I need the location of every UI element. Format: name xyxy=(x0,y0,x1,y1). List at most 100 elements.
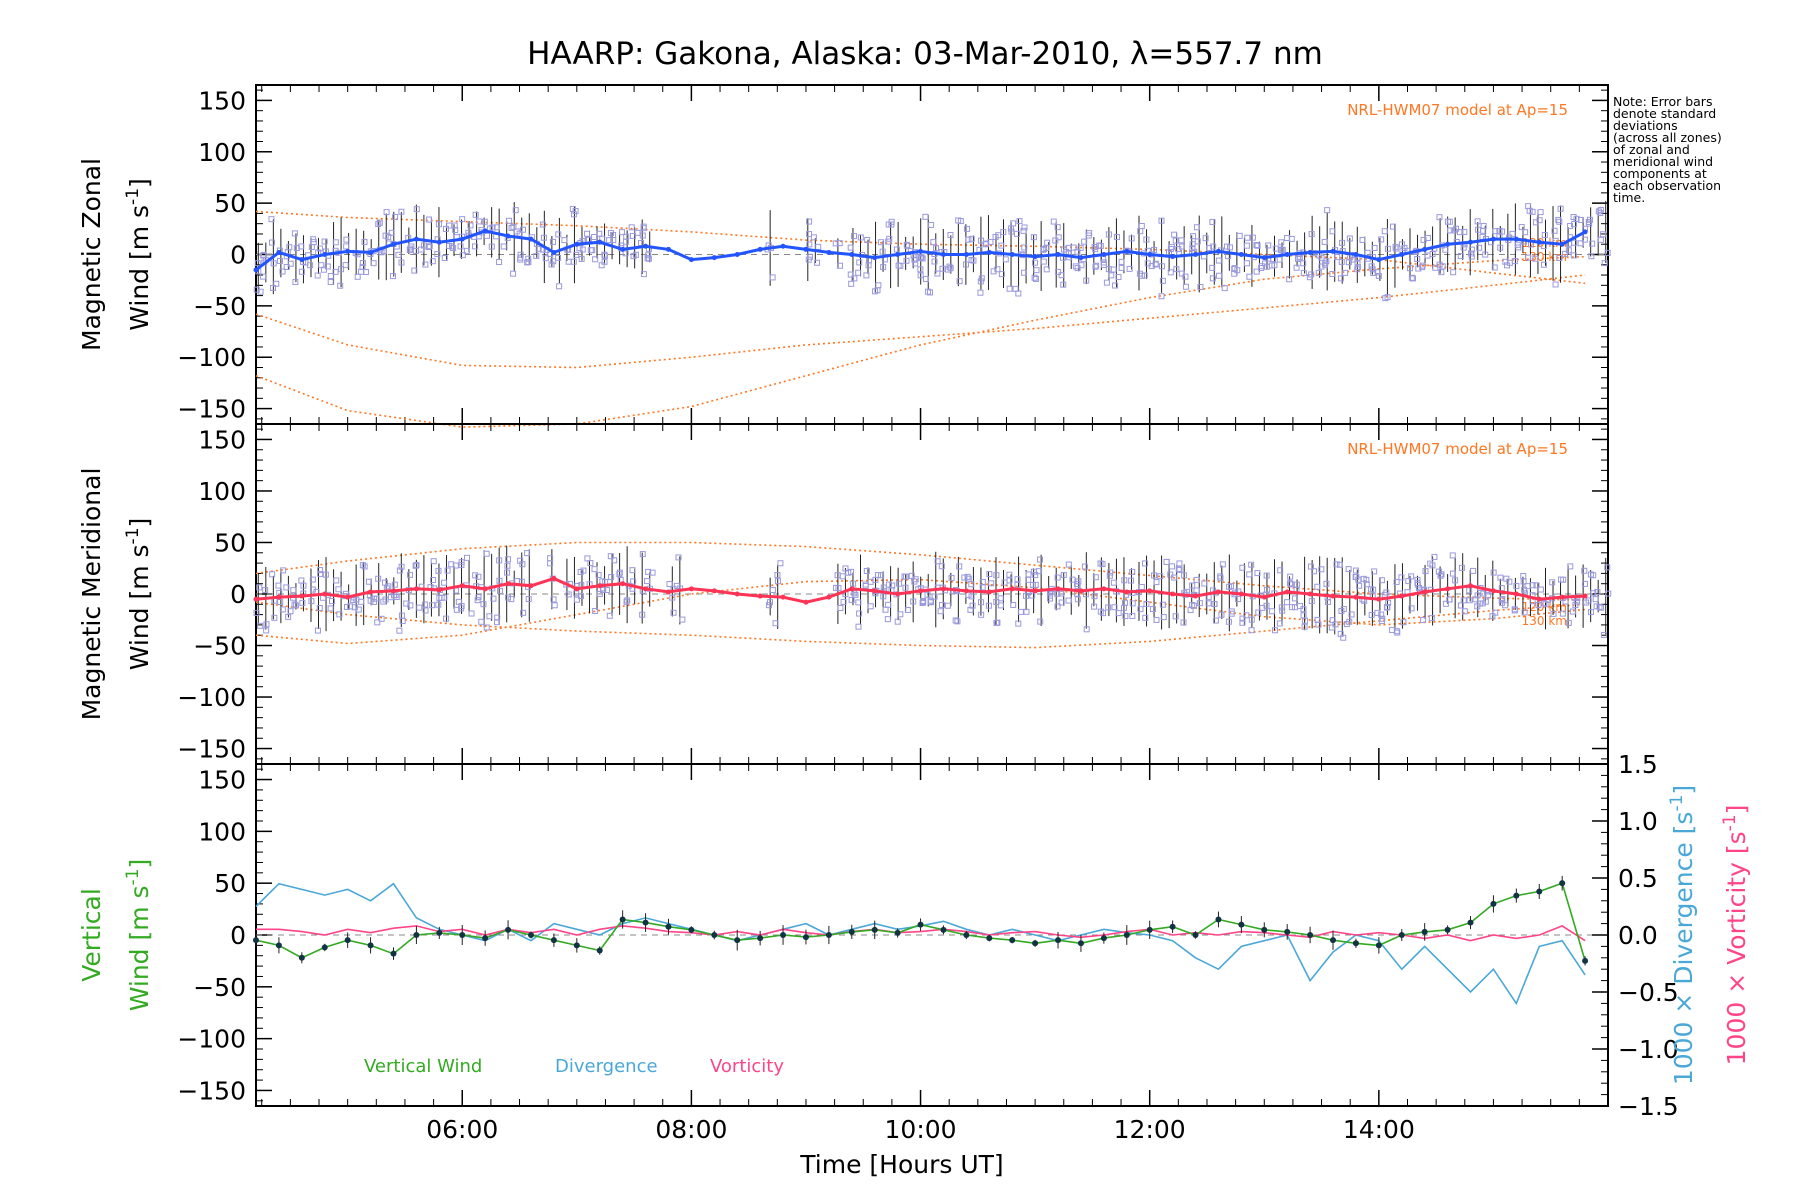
zone-marker xyxy=(1277,567,1284,574)
meridional-wind-point xyxy=(1009,586,1015,592)
zonal-wind-point xyxy=(665,246,671,252)
note-line: time. xyxy=(1613,190,1646,205)
zonal-wind-point xyxy=(459,236,465,242)
zone-marker xyxy=(774,578,781,585)
zone-marker xyxy=(1562,598,1569,605)
zone-marker xyxy=(956,278,963,285)
zonal-wind-point xyxy=(711,255,717,261)
zone-marker xyxy=(629,567,636,574)
meridional-wind-point xyxy=(1147,588,1153,594)
zone-marker xyxy=(467,222,474,229)
zonal-wind-point xyxy=(1009,252,1015,257)
vertical-wind-point xyxy=(917,921,924,928)
zone-marker xyxy=(1152,261,1159,268)
zone-marker xyxy=(273,280,280,287)
zone-marker xyxy=(1354,259,1361,266)
meridional-wind-point xyxy=(1078,588,1084,594)
zone-marker xyxy=(1248,616,1255,623)
zone-marker xyxy=(1235,596,1242,603)
zone-marker xyxy=(476,218,483,225)
zone-marker xyxy=(931,593,938,600)
zone-marker xyxy=(351,604,358,611)
zone-marker xyxy=(1103,279,1110,286)
zone-marker xyxy=(1314,583,1321,590)
zone-marker xyxy=(922,276,929,283)
zone-marker xyxy=(398,612,405,619)
zone-marker xyxy=(429,602,436,609)
zone-marker xyxy=(458,559,465,566)
meridional-wind-point xyxy=(1422,589,1428,595)
zone-marker xyxy=(1308,598,1315,605)
vertical-wind-point xyxy=(757,935,764,942)
zone-marker xyxy=(603,587,610,594)
zone-marker xyxy=(857,234,864,241)
zone-marker xyxy=(856,610,863,617)
meridional-wind-point xyxy=(390,588,396,594)
zone-marker xyxy=(1159,601,1166,608)
zone-marker xyxy=(1225,618,1232,625)
zone-marker xyxy=(1118,264,1125,271)
zone-marker xyxy=(901,573,908,580)
zone-marker xyxy=(1158,293,1165,300)
zone-marker xyxy=(1031,259,1038,266)
zone-marker xyxy=(645,568,652,575)
zone-marker xyxy=(286,244,293,251)
y2-tick-label: 1.0 xyxy=(1618,807,1658,836)
zone-marker xyxy=(1293,264,1300,271)
zone-marker xyxy=(1432,264,1439,271)
zone-marker xyxy=(1054,603,1061,610)
zone-marker xyxy=(918,254,925,261)
zone-marker xyxy=(398,563,405,570)
zone-marker xyxy=(517,254,524,261)
note-line: of zonal and xyxy=(1613,142,1690,157)
note-line: deviations xyxy=(1613,118,1678,133)
zone-marker xyxy=(1334,253,1341,260)
y-tick-label: 50 xyxy=(214,189,246,218)
zone-marker xyxy=(1193,576,1200,583)
zone-marker xyxy=(1291,595,1298,602)
zone-marker xyxy=(403,600,410,607)
vertical-wind-point xyxy=(1123,932,1130,938)
zone-marker xyxy=(985,602,992,609)
zone-marker xyxy=(435,567,442,574)
zone-marker xyxy=(525,255,532,262)
zone-marker xyxy=(611,557,618,564)
zone-marker xyxy=(1424,252,1431,259)
model-curve xyxy=(255,578,1586,645)
zone-marker xyxy=(1605,590,1612,597)
meridional-wind-point xyxy=(1513,591,1519,597)
zone-marker xyxy=(893,246,900,253)
zone-marker xyxy=(316,245,323,252)
zone-marker xyxy=(358,598,365,605)
zone-marker xyxy=(1586,220,1593,227)
zone-marker xyxy=(1228,583,1235,590)
legend-vorticity: Vorticity xyxy=(710,1056,784,1077)
meridional-wind-point xyxy=(1490,588,1496,594)
note-line: (across all zones) xyxy=(1613,130,1722,145)
zone-marker xyxy=(422,601,429,608)
zone-marker xyxy=(1221,285,1228,292)
meridional-wind-point xyxy=(574,586,580,592)
zone-marker xyxy=(1176,566,1183,573)
zone-marker xyxy=(1456,229,1463,236)
zone-marker xyxy=(1535,602,1542,609)
zone-marker xyxy=(262,587,269,594)
zone-marker xyxy=(287,608,294,615)
zone-marker xyxy=(450,245,457,252)
zone-marker xyxy=(504,569,511,576)
zone-marker xyxy=(1490,569,1497,576)
zone-marker xyxy=(872,288,879,295)
vertical-wind-point xyxy=(1261,926,1268,933)
zone-marker xyxy=(1499,228,1506,235)
zone-marker xyxy=(1054,590,1061,597)
zone-marker xyxy=(1099,561,1106,568)
meridional-wind-point xyxy=(711,588,717,594)
vertical-wind-point xyxy=(1536,888,1543,895)
zone-marker xyxy=(1020,227,1027,234)
meridional-wind-point xyxy=(368,589,374,595)
zone-marker xyxy=(639,611,646,618)
zone-marker xyxy=(1263,602,1270,609)
zone-marker xyxy=(1231,265,1238,272)
zone-marker xyxy=(1460,244,1467,251)
vertical-wind-point xyxy=(1055,937,1062,944)
